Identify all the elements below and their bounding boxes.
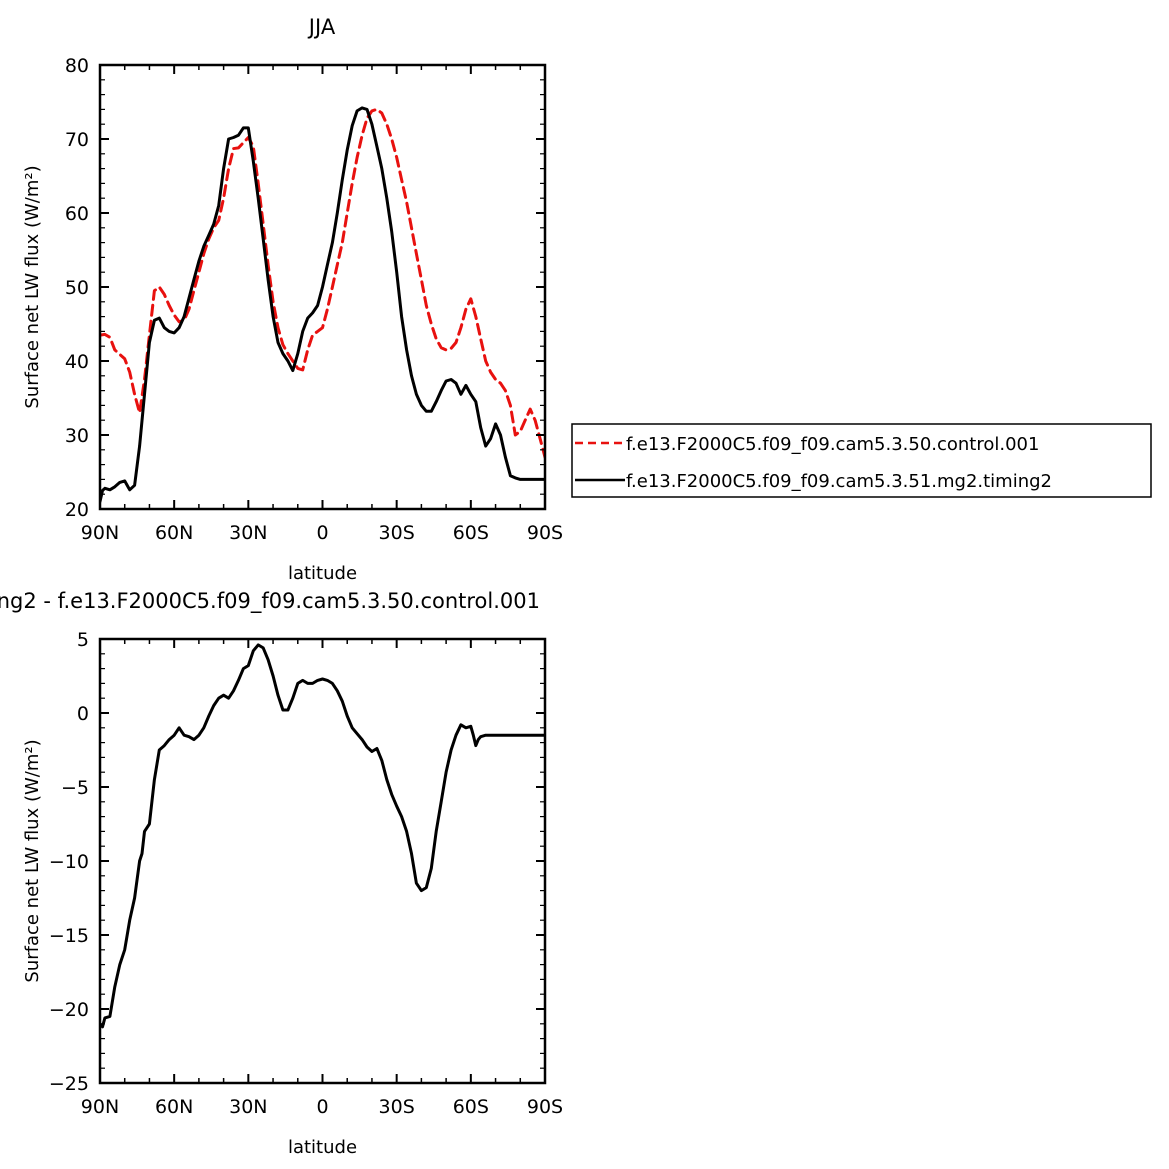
bottom-x-tick-label: 30N [229, 1096, 267, 1118]
bottom-chart-title: f.e13.F2000C5.f09_f09.cam5.3.51.mg2.timi… [0, 589, 540, 614]
top-series-line-1 [100, 106, 545, 504]
top-x-tick-label: 30N [229, 522, 267, 544]
legend-label-control: f.e13.F2000C5.f09_f09.cam5.3.50.control.… [626, 434, 1039, 455]
top-x-tick-label: 60N [155, 522, 193, 544]
bottom-y-tick-label: 5 [77, 629, 89, 651]
legend: f.e13.F2000C5.f09_f09.cam5.3.50.control.… [571, 423, 1152, 498]
top-chart-title: JJA [307, 15, 336, 39]
top-x-tick-label: 90S [527, 522, 563, 544]
top-x-tick-label: 0 [316, 522, 328, 544]
top-x-tick-label: 60S [453, 522, 489, 544]
top-series-line-0 [100, 107, 545, 459]
bottom-x-axis-label: latitude [288, 1137, 357, 1158]
top-y-tick-label: 30 [65, 425, 89, 447]
top-x-tick-label: 30S [379, 522, 415, 544]
top-y-tick-label: 50 [65, 277, 89, 299]
top-series-layer [100, 106, 545, 504]
legend-label-timing2: f.e13.F2000C5.f09_f09.cam5.3.51.mg2.timi… [626, 471, 1052, 492]
top-y-tick-label: 60 [65, 203, 89, 225]
bottom-y-tick-label: −10 [49, 851, 89, 873]
top-y-tick-label: 20 [65, 499, 89, 521]
legend-box [571, 423, 1152, 498]
bottom-series-layer [100, 643, 545, 1029]
bottom-x-tick-label: 60N [155, 1096, 193, 1118]
top-y-tick-label: 70 [65, 129, 89, 151]
bottom-x-tick-label: 30S [379, 1096, 415, 1118]
bottom-y-tick-label: −15 [49, 925, 89, 947]
bottom-y-tick-label: −5 [61, 777, 89, 799]
bottom-panel: f.e13.F2000C5.f09_f09.cam5.3.51.mg2.timi… [0, 589, 563, 1158]
bottom-x-tick-label: 90S [527, 1096, 563, 1118]
bottom-series-line-0 [100, 643, 545, 1029]
top-panel: JJA 90N 60N 30N 0 30S 60S 90S 20 30 40 50 60 70 80 la… [22, 15, 563, 584]
bottom-x-tick-label: 0 [316, 1096, 328, 1118]
top-y-axis-label: Surface net LW flux (W/m²) [22, 165, 43, 408]
bottom-y-tick-label: −25 [49, 1073, 89, 1095]
bottom-y-axis-label: Surface net LW flux (W/m²) [22, 739, 43, 982]
top-y-tick-label: 80 [65, 55, 89, 77]
bottom-y-tick-label: −20 [49, 999, 89, 1021]
bottom-x-tick-label: 90N [81, 1096, 119, 1118]
bottom-axis-ticks: 90N 60N 30N 0 30S 60S 90S 5 0 −5 −10 −15 −20 −25 [49, 629, 563, 1118]
bottom-y-tick-label: 0 [77, 703, 89, 725]
top-axis-ticks: 90N 60N 30N 0 30S 60S 90S 20 30 40 50 60 70 80 [65, 55, 563, 544]
bottom-x-tick-label: 60S [453, 1096, 489, 1118]
top-x-tick-label: 90N [81, 522, 119, 544]
top-y-tick-label: 40 [65, 351, 89, 373]
bottom-plot-frame [98, 637, 547, 1085]
top-x-axis-label: latitude [288, 563, 357, 584]
